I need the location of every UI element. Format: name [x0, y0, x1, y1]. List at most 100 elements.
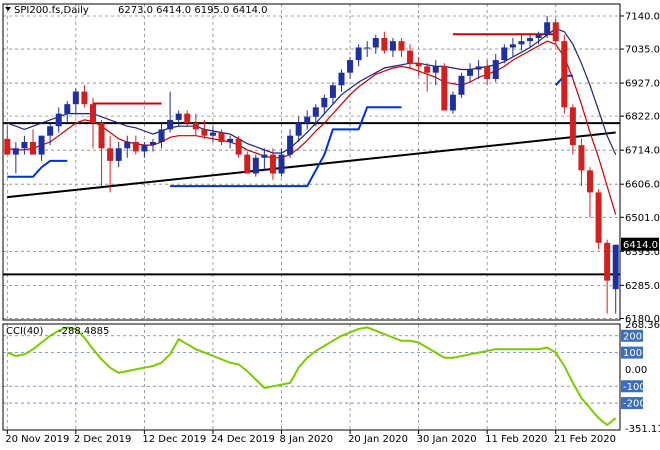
- candle-body: [141, 145, 148, 152]
- moving-average-lines: [7, 27, 617, 215]
- candle-body: [167, 119, 174, 130]
- x-tick-label: 30 Jan 2020: [417, 434, 477, 445]
- candle-body: [175, 113, 182, 120]
- candle-body: [372, 38, 379, 48]
- ohlc-summary: 6273.0 6414.0 6195.0 6414.0: [118, 5, 268, 16]
- panel-frames: [2, 3, 621, 431]
- y-tick-label: 6714.0: [625, 146, 660, 157]
- candle-body: [47, 126, 54, 136]
- cci-tick-label: 100: [623, 348, 642, 359]
- candle-body: [347, 60, 354, 73]
- candle-body: [124, 141, 131, 149]
- candle-body: [475, 66, 482, 70]
- y-tick-label: 6927.0: [625, 79, 660, 90]
- candle-body: [561, 41, 568, 108]
- candle-body: [107, 148, 114, 161]
- indicator-line: [7, 40, 617, 215]
- y-tick-label: 6606.0: [625, 180, 660, 191]
- cci-panel: [3, 326, 620, 427]
- candle-body: [552, 22, 559, 42]
- cci-line: [6, 326, 617, 427]
- x-tick-label: 2 Dec 2019: [74, 434, 132, 445]
- cci-panel-frame: [2, 323, 621, 431]
- cci-title: CCI(40): [6, 326, 44, 337]
- current-price-label: 6414.0: [623, 240, 658, 251]
- trend-line: [7, 131, 616, 199]
- candle-body: [12, 148, 19, 155]
- cci-level-tag: [621, 346, 643, 359]
- cci-level-tag: [621, 329, 643, 342]
- candle-body: [312, 107, 319, 117]
- cci-level-tag: [621, 380, 643, 393]
- candle-body: [278, 154, 285, 174]
- candle-body: [458, 75, 465, 95]
- y-tick-label: 6501.0: [625, 213, 660, 224]
- candlesticks: [4, 15, 619, 314]
- y-tick-label: 6822.0: [625, 112, 660, 123]
- x-tick-label: 12 Dec 2019: [142, 434, 206, 445]
- candle-body: [269, 154, 276, 174]
- candle-body: [38, 135, 45, 155]
- candle-body: [578, 145, 585, 171]
- x-tick-label: 21 Feb 2020: [554, 434, 616, 445]
- y-tick-label: 7140.0: [625, 11, 660, 22]
- chart-title: SPI200.fs,Daily: [14, 5, 89, 16]
- x-tick-label: 24 Dec 2019: [211, 434, 275, 445]
- candle-body: [569, 107, 576, 146]
- candle-body: [492, 60, 499, 79]
- candle-body: [509, 44, 516, 48]
- grid-lines: [3, 4, 620, 430]
- candle-body: [527, 38, 534, 42]
- candle-body: [501, 47, 508, 61]
- annotation-lines: [3, 33, 620, 276]
- cci-level-tag: [621, 397, 643, 410]
- candle-body: [595, 192, 602, 243]
- candle-body: [389, 41, 396, 51]
- candle-body: [149, 141, 156, 146]
- candle-body: [441, 66, 448, 111]
- candle-body: [132, 141, 139, 152]
- candle-body: [321, 97, 328, 108]
- candle-body: [21, 141, 28, 149]
- x-tick-label: 8 Jan 2020: [280, 434, 334, 445]
- y-tick-label: 6393.0: [625, 247, 660, 258]
- candle-body: [612, 244, 619, 290]
- candle-body: [338, 72, 345, 86]
- candle-body: [544, 22, 551, 35]
- indicator-line: [7, 27, 617, 155]
- candle-body: [295, 123, 302, 136]
- candle-body: [467, 69, 474, 76]
- cci-tick-label: -200: [623, 399, 646, 410]
- y-tick-label: 6180.0: [625, 314, 660, 325]
- candle-body: [81, 91, 88, 105]
- cci-tick-label: -100: [623, 382, 646, 393]
- candle-body: [98, 123, 105, 149]
- candle-body: [235, 138, 242, 155]
- dropdown-triangle-icon: [5, 7, 11, 11]
- candle-body: [244, 154, 251, 174]
- candle-body: [261, 154, 268, 158]
- candle-body: [484, 66, 491, 79]
- y-tick-label: 7035.0: [625, 45, 660, 56]
- candle-body: [415, 63, 422, 67]
- axis-labels: 7140.0 7035.0 6927.0 6822.0 6714.0 6606.0 6501…: [5, 11, 660, 445]
- cci-tick-label: -351.113: [625, 424, 660, 435]
- candle-body: [252, 157, 259, 174]
- candle-body: [604, 242, 611, 281]
- candle-body: [381, 38, 388, 51]
- candle-body: [218, 132, 225, 142]
- candle-body: [304, 116, 311, 124]
- candle-body: [89, 104, 96, 124]
- cci-tick-label: 0.00: [625, 365, 647, 376]
- candle-body: [4, 138, 11, 155]
- candle-body: [287, 135, 294, 155]
- candle-body: [355, 47, 362, 61]
- candle-body: [449, 94, 456, 111]
- y-tick-label: 6285.0: [625, 281, 660, 292]
- candle-body: [364, 47, 371, 49]
- candle-body: [158, 129, 165, 142]
- candle-body: [407, 50, 414, 64]
- candle-body: [184, 113, 191, 124]
- x-tick-label: 11 Feb 2020: [485, 434, 547, 445]
